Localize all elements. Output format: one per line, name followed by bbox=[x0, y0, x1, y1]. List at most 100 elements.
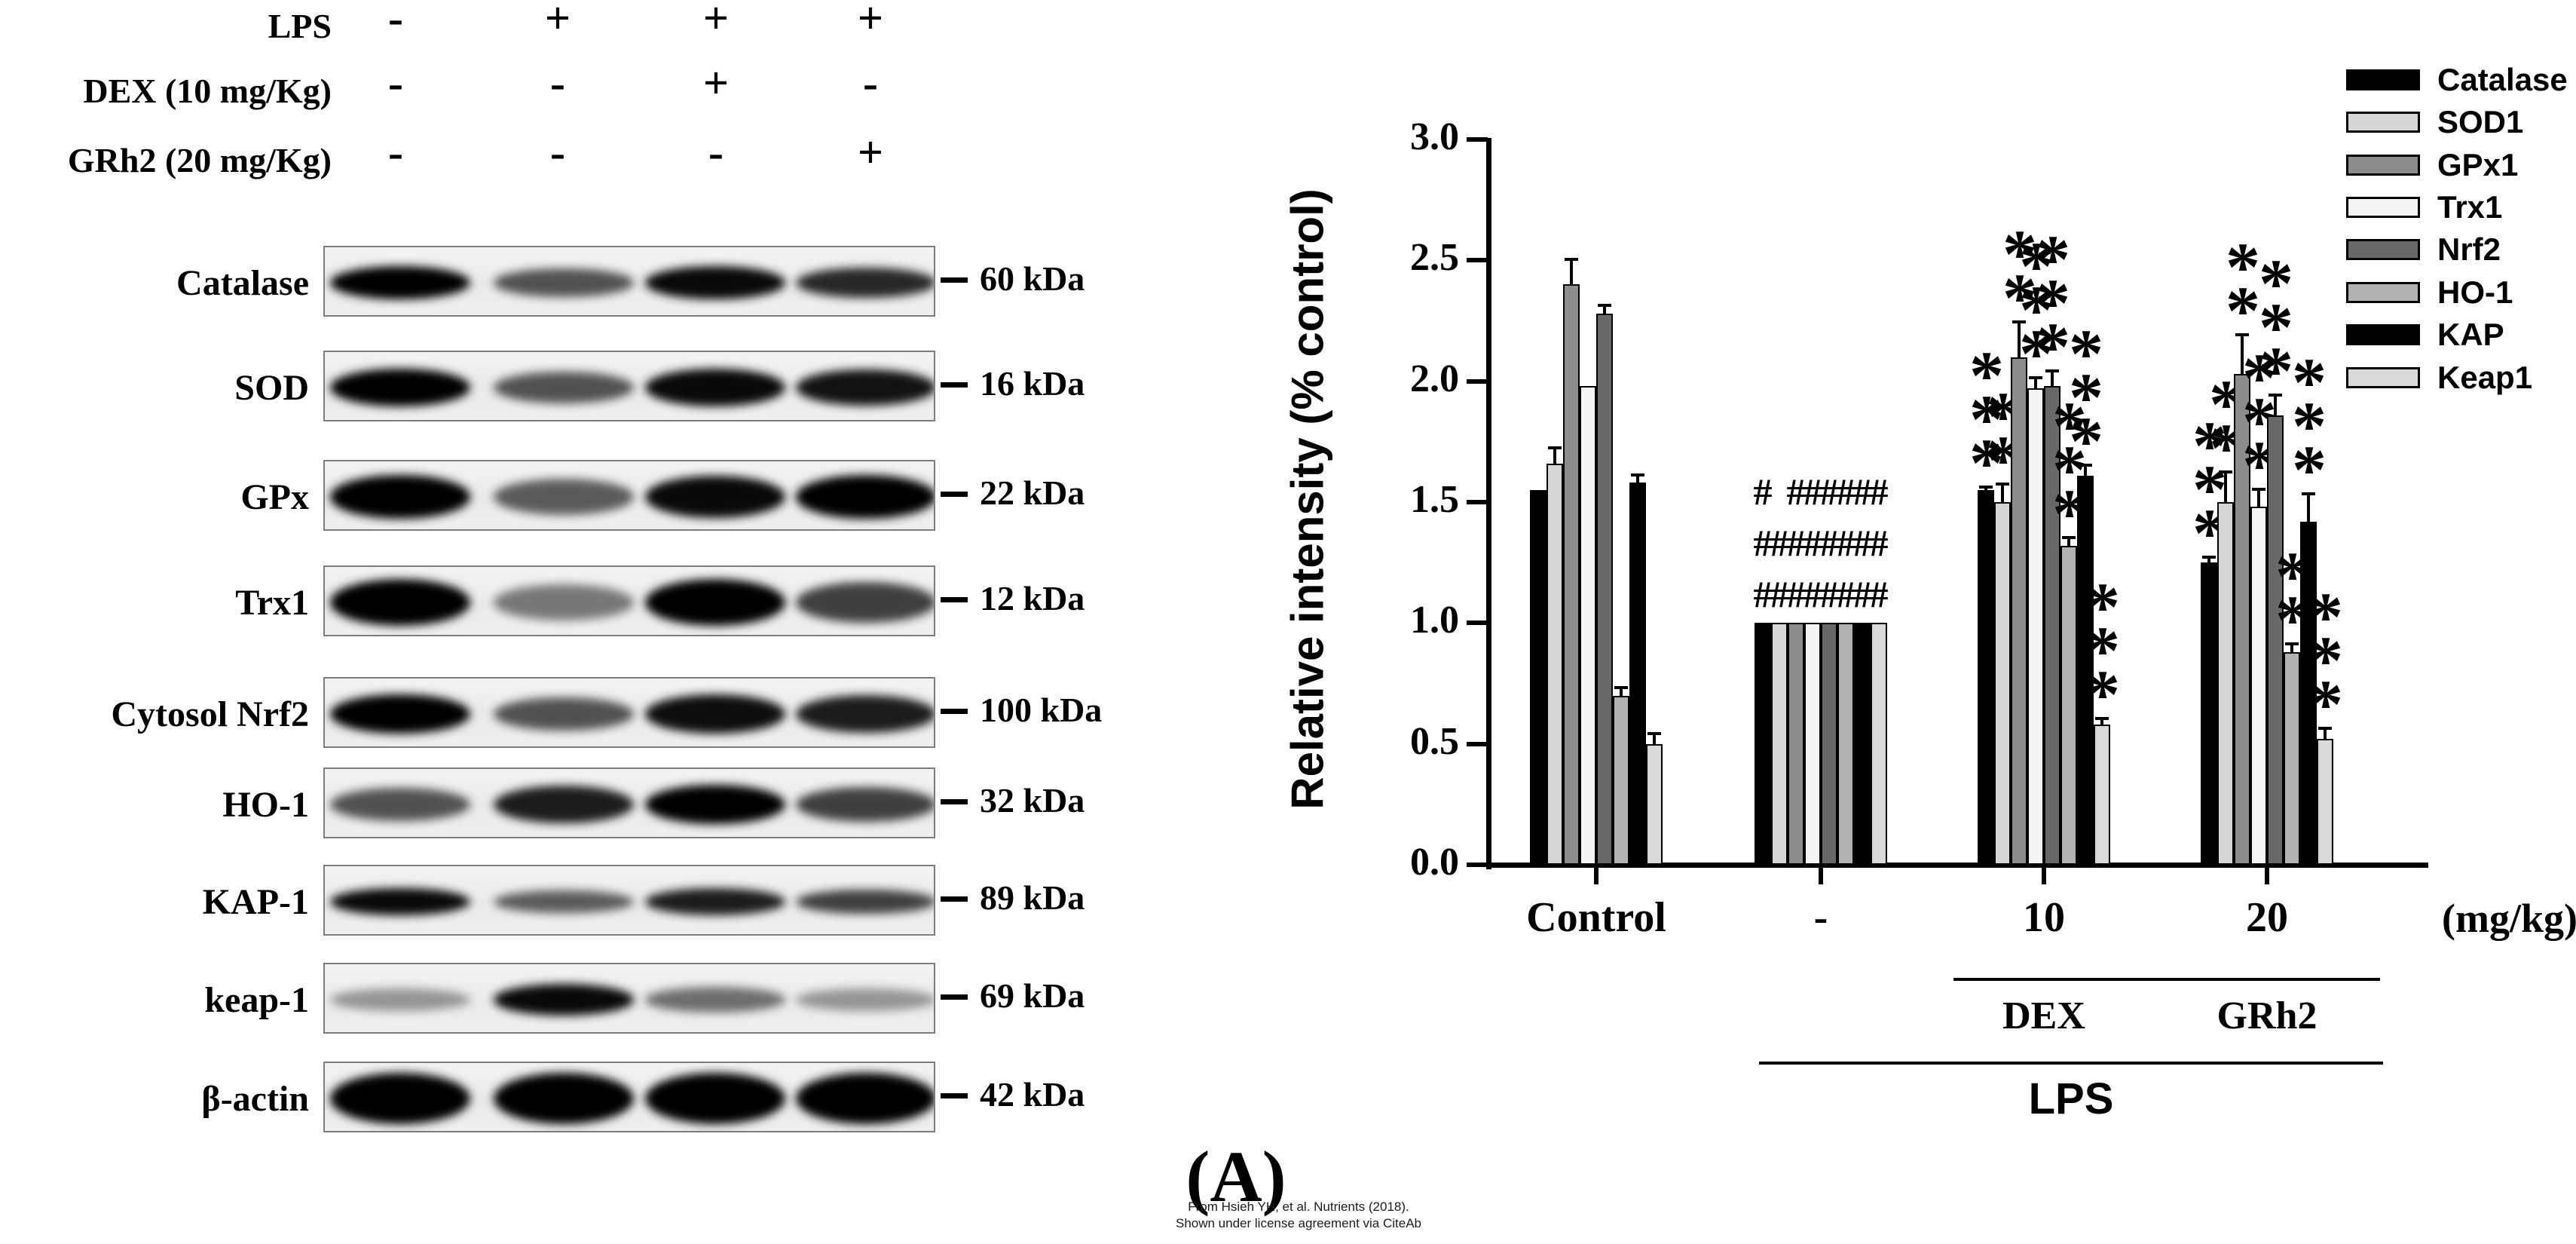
significance-hash: # bbox=[1869, 522, 1889, 565]
treatment-sign: + bbox=[702, 0, 730, 43]
legend-label-Trx1: Trx1 bbox=[2437, 189, 2503, 225]
bar-KAP-20 bbox=[2300, 521, 2317, 865]
y-axis-tick bbox=[1467, 620, 1488, 626]
treatment-row-label: DEX (10 mg/Kg) bbox=[83, 72, 332, 110]
y-tick-label: 0.0 bbox=[1410, 841, 1459, 884]
significance-asterisk: * bbox=[2292, 431, 2327, 509]
bar-SOD1-20 bbox=[2217, 501, 2234, 865]
error-bar bbox=[2100, 717, 2103, 725]
error-bar-cap bbox=[2012, 320, 2026, 324]
y-tick-label: 3.0 bbox=[1410, 115, 1459, 158]
error-bar-cap bbox=[2202, 555, 2216, 559]
error-bar-cap bbox=[1647, 731, 1661, 735]
kda-tick bbox=[941, 709, 968, 714]
blot-band bbox=[796, 889, 934, 915]
attribution-line-1: From Hsieh YH, et al. Nutrients (2018). bbox=[1188, 1200, 1409, 1214]
blot-row-label: GPx bbox=[240, 477, 309, 517]
bar-KAP-- bbox=[1854, 623, 1871, 865]
grh2-label: GRh2 bbox=[2217, 994, 2317, 1037]
kda-label: 60 kDa bbox=[980, 259, 1085, 298]
error-bar bbox=[2274, 393, 2277, 415]
bar-SOD1-Control bbox=[1547, 463, 1563, 865]
error-bar bbox=[2224, 470, 2227, 502]
error-bar bbox=[1570, 258, 1573, 285]
significance-hash: # bbox=[1803, 470, 1822, 513]
kda-label: 22 kDa bbox=[980, 473, 1085, 512]
blot-band bbox=[494, 1072, 634, 1125]
error-bar-cap bbox=[2079, 463, 2092, 467]
significance-asterisk: * bbox=[2308, 666, 2343, 743]
bar-Nrf2-- bbox=[1821, 623, 1837, 865]
attribution-line-2: Shown under license agreement via CiteAb bbox=[1175, 1216, 1422, 1230]
blot-band bbox=[645, 694, 785, 734]
error-bar-cap bbox=[2269, 393, 2282, 397]
blot-band bbox=[330, 266, 470, 299]
blot-row-label: HO-1 bbox=[222, 785, 309, 825]
significance-asterisk: * bbox=[2292, 388, 2327, 465]
blot-band bbox=[494, 890, 634, 914]
treatment-sign: + bbox=[857, 127, 884, 177]
significance-hash: # bbox=[1803, 522, 1822, 565]
kda-label: 16 kDa bbox=[980, 364, 1085, 403]
significance-hash: # bbox=[1869, 573, 1889, 616]
blot-band bbox=[494, 268, 634, 297]
blot-band bbox=[330, 579, 470, 626]
legend-swatch-Keap1 bbox=[2346, 367, 2420, 388]
treatment-sign: - bbox=[863, 58, 878, 108]
legend-swatch-Trx1 bbox=[2346, 197, 2420, 218]
blot-band bbox=[494, 697, 634, 731]
legend-label-GPx1: GPx1 bbox=[2437, 147, 2519, 182]
blot-band bbox=[796, 267, 934, 299]
error-bar bbox=[2051, 369, 2054, 387]
bar-SOD1-- bbox=[1771, 623, 1788, 865]
y-axis-tick bbox=[1467, 741, 1488, 746]
significance-hash: # bbox=[1770, 522, 1789, 565]
kda-tick bbox=[941, 277, 968, 283]
lps-group-label: LPS bbox=[2028, 1074, 2114, 1123]
blot-band bbox=[645, 888, 785, 915]
blot-band bbox=[330, 694, 470, 734]
blot-row-label: Catalase bbox=[176, 263, 309, 303]
blot-band bbox=[330, 475, 470, 519]
blot-strip bbox=[323, 565, 935, 636]
attribution-text: From Hsieh YH, et al. Nutrients (2018). … bbox=[1065, 1199, 1532, 1232]
error-bar bbox=[1603, 304, 1606, 314]
treatment-sign: + bbox=[544, 0, 571, 43]
blot-band bbox=[494, 984, 634, 1016]
blot-band bbox=[796, 694, 934, 734]
blot-row-label: β-actin bbox=[201, 1079, 309, 1119]
significance-asterisk: * bbox=[2308, 578, 2343, 656]
bar-Keap1-20 bbox=[2317, 739, 2333, 865]
y-tick-label: 2.5 bbox=[1410, 236, 1459, 280]
blot-row-label: keap-1 bbox=[204, 980, 309, 1020]
dex-label: DEX bbox=[2002, 994, 2085, 1037]
error-bar-cap bbox=[2252, 487, 2265, 491]
bar-Trx1-- bbox=[1804, 623, 1821, 865]
blot-band bbox=[645, 987, 785, 1013]
y-tick-label: 2.0 bbox=[1410, 357, 1459, 400]
blot-strip bbox=[323, 768, 935, 838]
kda-tick bbox=[941, 896, 968, 902]
treatment-row-label: LPS bbox=[268, 7, 332, 45]
kda-label: 69 kDa bbox=[980, 976, 1085, 1015]
significance-asterisk: * bbox=[2085, 612, 2120, 690]
significance-asterisk: * bbox=[2085, 656, 2120, 734]
error-bar-cap bbox=[2062, 535, 2076, 539]
significance-hash: # bbox=[1852, 573, 1872, 616]
error-bar bbox=[1653, 731, 1656, 744]
kda-tick bbox=[941, 1093, 968, 1098]
blot-row-label: SOD bbox=[234, 368, 309, 408]
error-bar bbox=[2290, 642, 2293, 652]
bar-Trx1-Control bbox=[1580, 386, 1596, 865]
blot-strip bbox=[323, 865, 935, 936]
x-axis-tick bbox=[2042, 868, 2046, 884]
significance-asterisk: * bbox=[2069, 402, 2103, 480]
significance-hash: # bbox=[1786, 522, 1806, 565]
significance-hash: # bbox=[1819, 470, 1839, 513]
legend-label-Nrf2: Nrf2 bbox=[2437, 231, 2501, 267]
error-bar-cap bbox=[2219, 470, 2232, 474]
kda-label: 100 kDa bbox=[980, 691, 1103, 729]
y-axis-title: Relative intensity (% control) bbox=[1282, 188, 1333, 810]
error-bar bbox=[2241, 332, 2244, 375]
